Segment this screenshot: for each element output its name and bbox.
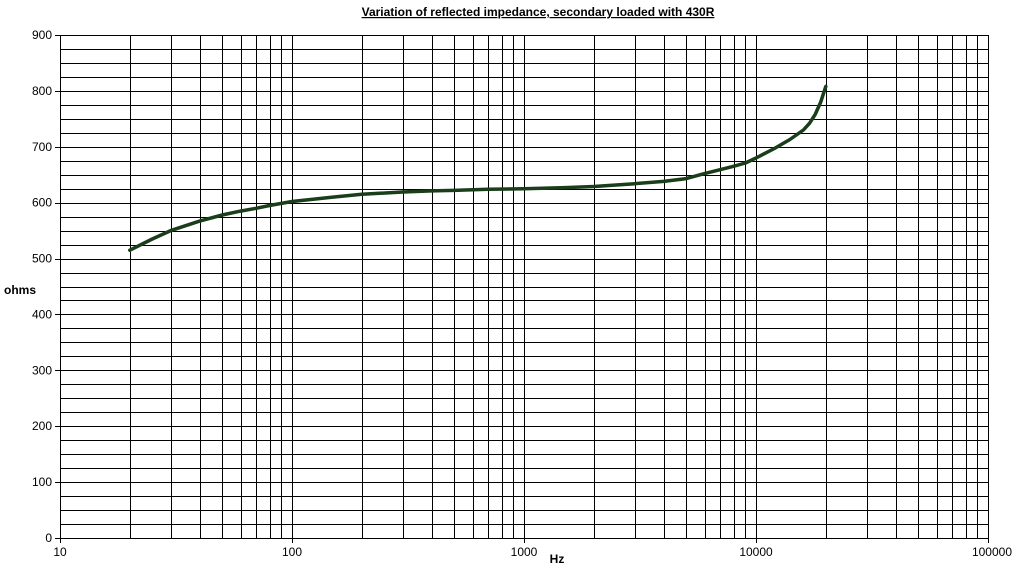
x-axis-label: Hz (550, 552, 565, 566)
y-tick-label: 100 (32, 475, 52, 489)
x-tick-label: 100000 (972, 545, 1012, 559)
x-tick-label: 1000 (511, 545, 538, 559)
series-line (128, 84, 828, 252)
y-tick-label: 200 (32, 419, 52, 433)
y-axis-label: ohms (4, 283, 36, 297)
y-tick-label: 600 (32, 196, 52, 210)
y-tick-label: 300 (32, 363, 52, 377)
y-tick-label: 400 (32, 307, 52, 321)
y-tick-label: 0 (45, 531, 52, 545)
x-tick-label: 10000 (739, 545, 773, 559)
y-tick-label: 500 (32, 252, 52, 266)
y-tick-label: 700 (32, 140, 52, 154)
y-tick-label: 800 (32, 84, 52, 98)
chart-title: Variation of reflected impedance, second… (362, 5, 715, 19)
x-axis: 10 100 1000 10000 100000 (53, 538, 1012, 559)
x-tick-label: 10 (53, 545, 67, 559)
y-axis: 0 100 200 300 400 500 600 700 800 900 (32, 28, 60, 545)
y-tick-label: 900 (32, 28, 52, 42)
grid (60, 35, 989, 539)
x-tick-label: 100 (282, 545, 302, 559)
series (128, 84, 828, 252)
